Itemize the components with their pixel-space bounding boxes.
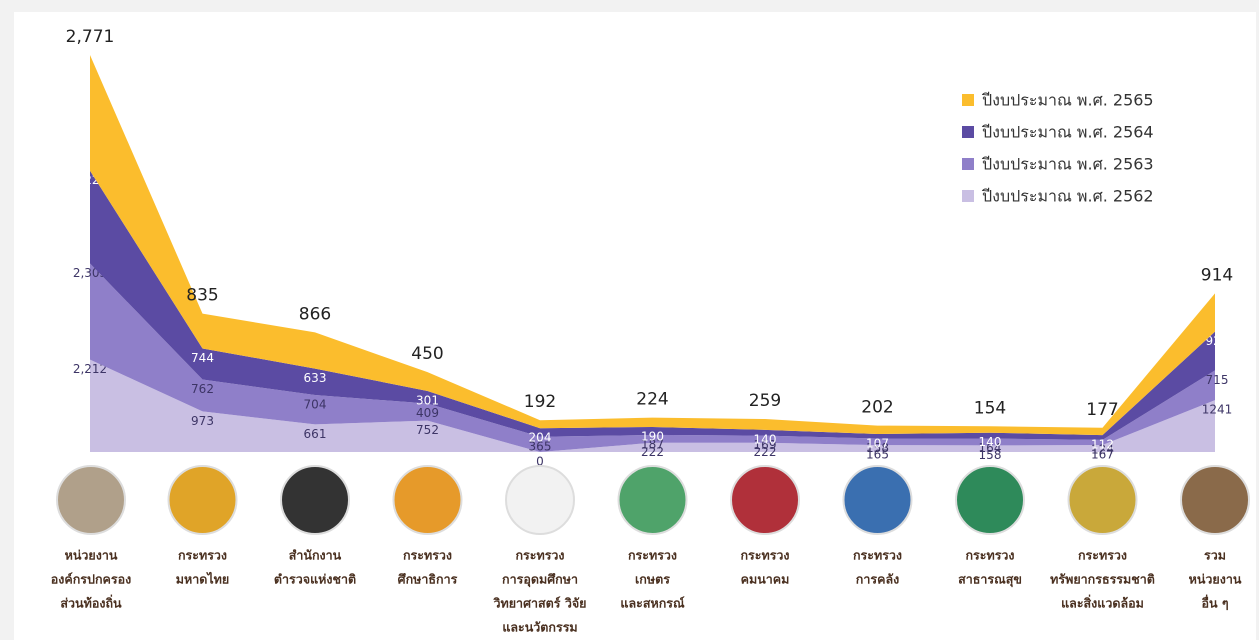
x-tick-label: คมนาคม	[741, 572, 790, 587]
x-tick-label: ตำรวจแห่งชาติ	[274, 572, 356, 587]
value-label: 365	[529, 439, 552, 453]
value-label: 158	[866, 441, 889, 455]
x-tick-label: และสหกรณ์	[620, 596, 685, 611]
value-label: 165	[866, 448, 889, 462]
x-tick-label: วิทยาศาสตร์ วิจัย	[492, 596, 586, 611]
value-label: 1241	[1202, 403, 1233, 417]
legend-swatch	[962, 126, 974, 138]
value-label: 222	[754, 445, 777, 459]
x-tick-label: องค์กรปกครอง	[51, 572, 131, 587]
ministry-logo	[955, 465, 1025, 535]
legend-label: ปีงบประมาณ พ.ศ. 2564	[982, 123, 1154, 142]
x-tick-label: กระทรวง	[1078, 548, 1127, 563]
value-label: 158	[979, 448, 1002, 462]
x-tick-label: และสิ่งแวดล้อม	[1061, 595, 1144, 611]
value-label: 107	[866, 437, 889, 451]
ministry-logo	[505, 465, 575, 535]
x-tick-label: กระทรวง	[853, 548, 902, 563]
value-label: 835	[186, 286, 218, 306]
value-label: 633	[304, 371, 327, 385]
value-label: 928	[1206, 334, 1229, 348]
value-label: 744	[191, 351, 214, 365]
value-label: 2,771	[66, 27, 115, 47]
legend-swatch	[962, 190, 974, 202]
x-tick-label: กระทรวง	[403, 548, 452, 563]
x-tick-label: รวม	[1204, 548, 1226, 563]
x-tick-label: กระทรวง	[178, 548, 227, 563]
value-label: 164	[979, 441, 1002, 455]
value-label: 259	[749, 391, 781, 411]
value-label: 224	[636, 390, 668, 410]
x-tick-label: และนวัตกรรม	[502, 620, 577, 635]
legend-swatch	[962, 158, 974, 170]
value-label: 0	[536, 455, 544, 469]
legend-label: ปีงบประมาณ พ.ศ. 2563	[982, 155, 1154, 174]
x-tick-label: ทรัพยากรธรรมชาติ	[1050, 572, 1155, 587]
x-tick-label: หน่วยงาน	[65, 548, 118, 563]
value-label: 715	[1206, 373, 1229, 387]
value-label: 704	[304, 398, 327, 412]
ministry-logo	[842, 465, 913, 535]
value-label: 154	[974, 398, 1006, 418]
area	[90, 359, 1215, 452]
value-label: 450	[411, 344, 443, 364]
value-label: 222	[641, 445, 664, 459]
value-label: 140	[754, 432, 777, 446]
x-tick-label: ศึกษาธิการ	[398, 572, 458, 587]
value-label: 973	[191, 414, 214, 428]
ministry-logo	[167, 465, 238, 535]
x-tick-label: อื่น ๆ	[1201, 595, 1229, 611]
value-label: 140	[979, 435, 1002, 449]
x-tick-label: กระทรวง	[515, 548, 564, 563]
x-tick-label: การอุดมศึกษา	[502, 572, 578, 588]
value-label: 2,212	[73, 362, 107, 376]
legend-label: ปีงบประมาณ พ.ศ. 2565	[982, 91, 1154, 110]
ministry-logo	[1180, 465, 1250, 535]
legend-label: ปีงบประมาณ พ.ศ. 2562	[982, 187, 1154, 206]
x-tick-label: กระทรวง	[740, 548, 789, 563]
value-label: 409	[416, 406, 439, 420]
value-label: 202	[861, 398, 893, 418]
x-tick-label: หน่วยงาน	[1189, 572, 1242, 587]
value-label: 301	[416, 393, 439, 407]
x-tick-label: การคลัง	[856, 572, 899, 587]
x-tick-label: ส่วนท้องถิ่น	[60, 595, 122, 611]
x-tick-label: เกษตร	[635, 572, 670, 587]
value-label: 752	[416, 423, 439, 437]
ministry-logo	[730, 465, 800, 535]
value-label: 192	[524, 392, 556, 412]
value-label: 204	[529, 431, 552, 445]
value-label: 762	[191, 382, 214, 396]
ministry-logo	[56, 465, 126, 535]
x-tick-label: สำนักงาน	[289, 548, 342, 563]
ministry-logo	[392, 465, 463, 535]
x-tick-label: มหาดไทย	[176, 572, 229, 587]
value-label: 177	[1086, 400, 1118, 420]
value-label: 167	[1091, 448, 1114, 462]
ministry-logo	[280, 465, 350, 535]
x-tick-label: กระทรวง	[628, 548, 677, 563]
ministry-logo	[1067, 465, 1138, 535]
value-label: 124	[1091, 442, 1114, 456]
legend-swatch	[962, 94, 974, 106]
value-label: 866	[299, 304, 331, 324]
x-tick-label: สาธารณสุข	[958, 572, 1022, 588]
value-label: 914	[1201, 265, 1233, 285]
value-label: 112	[1091, 438, 1114, 452]
x-tick-label: กระทรวง	[965, 548, 1014, 563]
ministry-logo	[617, 465, 688, 535]
value-label: 187	[641, 437, 664, 451]
value-label: 190	[641, 429, 664, 443]
value-label: 661	[304, 427, 327, 441]
value-label: 169	[754, 438, 777, 452]
area	[90, 263, 1215, 452]
